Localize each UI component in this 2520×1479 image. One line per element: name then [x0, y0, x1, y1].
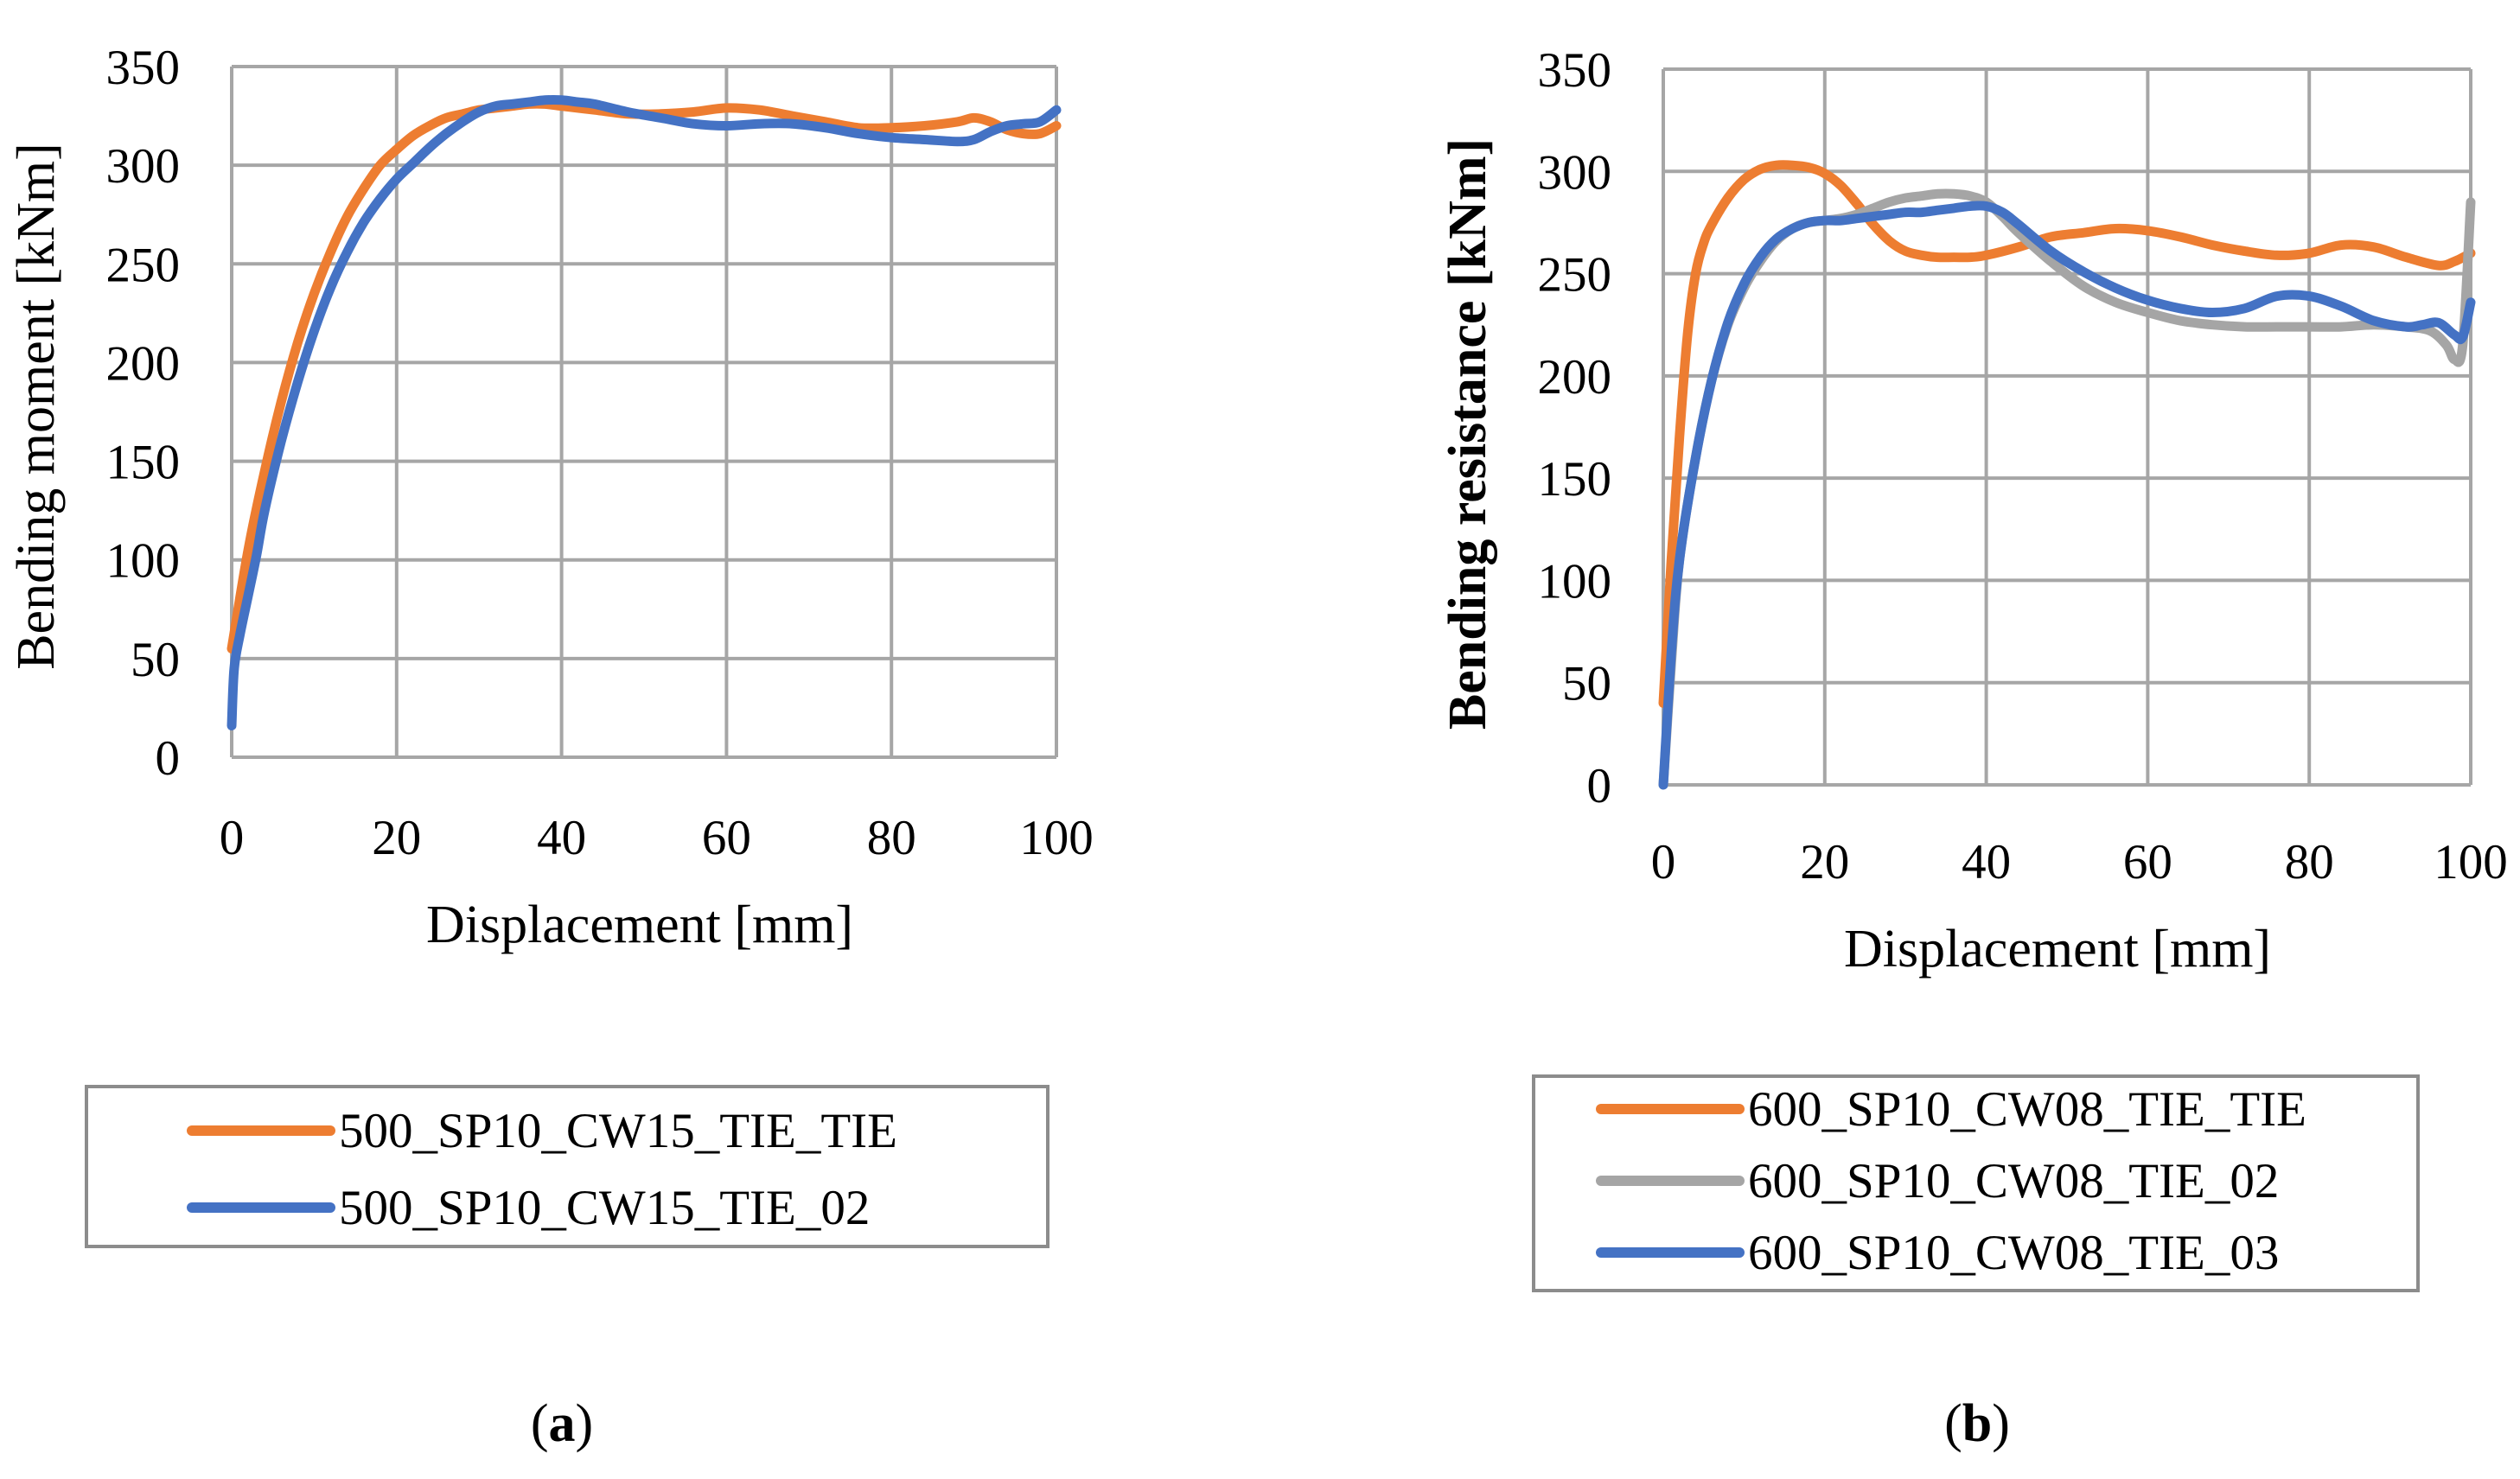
panel-a-label: (a) [531, 1394, 593, 1453]
panel-a-y-axis-label: Bending moment [kNm] [7, 143, 66, 670]
series-line-600-sp10-cw08-tie-tie [1658, 160, 2476, 708]
panel-b-x-tick-20: 20 [1800, 835, 1849, 889]
panel-a: 0 50 100 150 200 250 300 350 0 20 40 60 80 100 Displ… [7, 41, 1094, 1453]
panel-a-y-tick-150: 150 [106, 436, 181, 490]
panel-b-y-tick-labels: 0 50 100 150 200 250 300 350 [1538, 43, 1612, 813]
series-line-600-sp10-cw08-tie-02 [1658, 188, 2476, 790]
panel-a-y-tick-200: 200 [106, 336, 181, 391]
legend-label-600-tie-03: 600_SP10_CW08_TIE_03 [1748, 1226, 2279, 1280]
panel-b-x-tick-0: 0 [1651, 835, 1676, 889]
panel-b-y-tick-350: 350 [1538, 43, 1612, 98]
panel-a-series [226, 95, 1062, 730]
panel-b-gridlines [1662, 67, 2472, 787]
panel-a-x-tick-40: 40 [537, 811, 586, 865]
panel-b-label: (b) [1944, 1394, 2010, 1453]
panel-b-y-tick-200: 200 [1538, 350, 1612, 405]
series-line-500-sp10-cw15-tie-tie [226, 99, 1062, 653]
panel-b-y-tick-150: 150 [1538, 452, 1612, 507]
panel-b-series [1658, 160, 2476, 790]
panel-a-x-tick-80: 80 [867, 811, 916, 865]
panel-a-x-axis-label: Displacement [mm] [426, 896, 853, 954]
panel-b-y-tick-100: 100 [1538, 554, 1612, 609]
panel-a-y-tick-labels: 0 50 100 150 200 250 300 350 [106, 41, 181, 786]
panel-a-x-tick-60: 60 [702, 811, 751, 865]
panel-b-x-axis-label: Displacement [mm] [1844, 920, 2271, 979]
panel-b-letter: b [1962, 1394, 1992, 1453]
series-line-600-sp10-cw08-tie-03 [1658, 201, 2476, 790]
legend-label-600-tie-02: 600_SP10_CW08_TIE_02 [1748, 1154, 2279, 1208]
legend-label-500-tie-02: 500_SP10_CW15_TIE_02 [339, 1181, 870, 1235]
panel-a-y-tick-350: 350 [106, 41, 181, 95]
legend-label-600-tie-tie: 600_SP10_CW08_TIE_TIE [1748, 1082, 2306, 1137]
panel-b-y-tick-50: 50 [1562, 657, 1611, 711]
panel-b-x-tick-40: 40 [1962, 835, 2011, 889]
panel-b-y-tick-0: 0 [1587, 759, 1612, 813]
panel-b-x-tick-labels: 0 20 40 60 80 100 [1651, 835, 2508, 889]
panel-b-y-tick-250: 250 [1538, 248, 1612, 303]
panel-b-x-tick-100: 100 [2434, 835, 2508, 889]
panel-a-y-tick-50: 50 [131, 633, 180, 687]
panel-a-x-tick-0: 0 [220, 811, 245, 865]
legend-label-500-tie-tie: 500_SP10_CW15_TIE_TIE [339, 1104, 897, 1158]
panel-b: 0 50 100 150 200 250 300 350 0 20 40 60 80 100 Displ… [1439, 43, 2508, 1453]
panel-a-y-tick-250: 250 [106, 238, 181, 292]
panel-a-legend-box [85, 1085, 1049, 1248]
panel-a-x-tick-labels: 0 20 40 60 80 100 [220, 811, 1094, 865]
panel-b-x-tick-60: 60 [2123, 835, 2172, 889]
panel-b-y-tick-300: 300 [1538, 145, 1612, 200]
panel-b-x-tick-80: 80 [2285, 835, 2334, 889]
series-line-500-sp10-cw15-tie-02 [226, 95, 1062, 730]
panel-a-gridlines [230, 65, 1058, 759]
panel-a-x-tick-20: 20 [372, 811, 421, 865]
panel-a-y-tick-0: 0 [156, 731, 181, 786]
panel-b-y-axis-label: Bending resistance [kNm] [1439, 138, 1497, 730]
panel-a-x-tick-100: 100 [1019, 811, 1094, 865]
panel-a-y-tick-100: 100 [106, 534, 181, 589]
panel-a-letter: a [549, 1394, 576, 1453]
panel-a-y-tick-300: 300 [106, 139, 181, 194]
